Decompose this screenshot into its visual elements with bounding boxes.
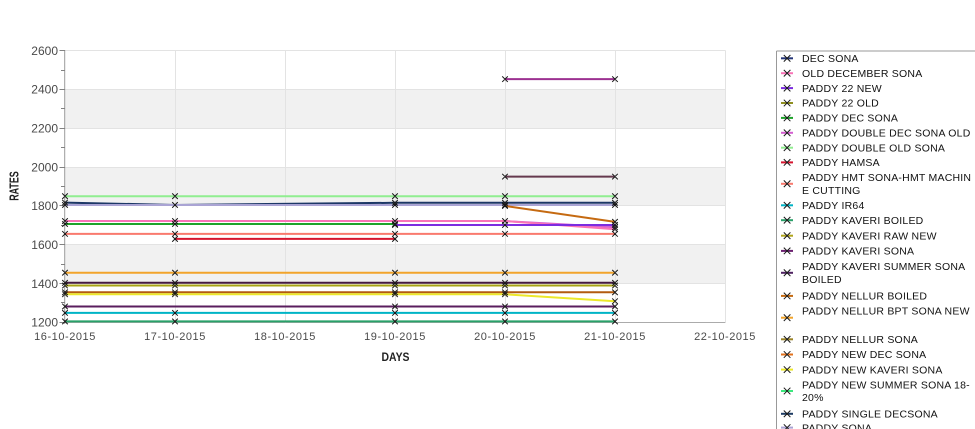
svg-text:2400: 2400 <box>31 83 58 97</box>
svg-text:PADDY NEW KAVERI SONA: PADDY NEW KAVERI SONA <box>802 364 943 376</box>
svg-text:RATES: RATES <box>7 171 22 201</box>
svg-text:19-10-2015: 19-10-2015 <box>364 331 426 343</box>
svg-text:18-10-2015: 18-10-2015 <box>254 331 316 343</box>
svg-text:2600: 2600 <box>31 44 58 58</box>
svg-text:1600: 1600 <box>31 238 58 252</box>
svg-text:20-10-2015: 20-10-2015 <box>474 331 536 343</box>
svg-text:PADDY 22 OLD: PADDY 22 OLD <box>802 98 879 110</box>
svg-text:1800: 1800 <box>31 199 58 213</box>
svg-text:PADDY NELLUR BOILED: PADDY NELLUR BOILED <box>802 291 927 303</box>
svg-text:PADDY NEW SUMMER SONA 18-: PADDY NEW SUMMER SONA 18- <box>802 379 970 391</box>
svg-text:PADDY DEC SONA: PADDY DEC SONA <box>802 113 898 125</box>
svg-text:PADDY HAMSA: PADDY HAMSA <box>802 157 880 169</box>
svg-text:PADDY KAVERI SUMMER SONA: PADDY KAVERI SUMMER SONA <box>802 261 965 273</box>
svg-text:BOILED: BOILED <box>802 274 842 286</box>
svg-text:PADDY SINGLE DECSONA: PADDY SINGLE DECSONA <box>802 409 938 421</box>
svg-text:DEC SONA: DEC SONA <box>802 53 859 65</box>
svg-text:22-10-2015: 22-10-2015 <box>694 331 756 343</box>
svg-text:PADDY KAVERI RAW NEW: PADDY KAVERI RAW NEW <box>802 230 937 242</box>
svg-text:1400: 1400 <box>31 277 58 291</box>
svg-text:E CUTTING: E CUTTING <box>802 185 861 197</box>
svg-text:20%: 20% <box>802 392 824 404</box>
svg-text:PADDY IR64: PADDY IR64 <box>802 200 865 212</box>
svg-text:PADDY DOUBLE OLD SONA: PADDY DOUBLE OLD SONA <box>802 142 945 154</box>
svg-text:PADDY NEW DEC SONA: PADDY NEW DEC SONA <box>802 349 926 361</box>
svg-text:PADDY DOUBLE DEC SONA OLD: PADDY DOUBLE DEC SONA OLD <box>802 128 971 140</box>
svg-text:17-10-2015: 17-10-2015 <box>144 331 206 343</box>
svg-text:PADDY SONA: PADDY SONA <box>802 422 872 429</box>
svg-text:DAYS: DAYS <box>382 352 410 364</box>
svg-text:PADDY 22 NEW: PADDY 22 NEW <box>802 83 882 95</box>
svg-text:1200: 1200 <box>31 316 58 330</box>
svg-text:21-10-2015: 21-10-2015 <box>584 331 646 343</box>
svg-text:PADDY HMT SONA-HMT MACHIN: PADDY HMT SONA-HMT MACHIN <box>802 172 971 184</box>
svg-text:PADDY NELLUR SONA: PADDY NELLUR SONA <box>802 334 918 346</box>
svg-text:PADDY KAVERI BOILED: PADDY KAVERI BOILED <box>802 215 924 227</box>
svg-text:PADDY KAVERI SONA: PADDY KAVERI SONA <box>802 246 914 258</box>
svg-text:OLD DECEMBER SONA: OLD DECEMBER SONA <box>802 68 922 80</box>
svg-text:16-10-2015: 16-10-2015 <box>34 331 96 343</box>
svg-text:2200: 2200 <box>31 121 58 135</box>
svg-text:PADDY NELLUR BPT SONA NEW: PADDY NELLUR BPT SONA NEW <box>802 306 970 318</box>
svg-text:2000: 2000 <box>31 160 58 174</box>
